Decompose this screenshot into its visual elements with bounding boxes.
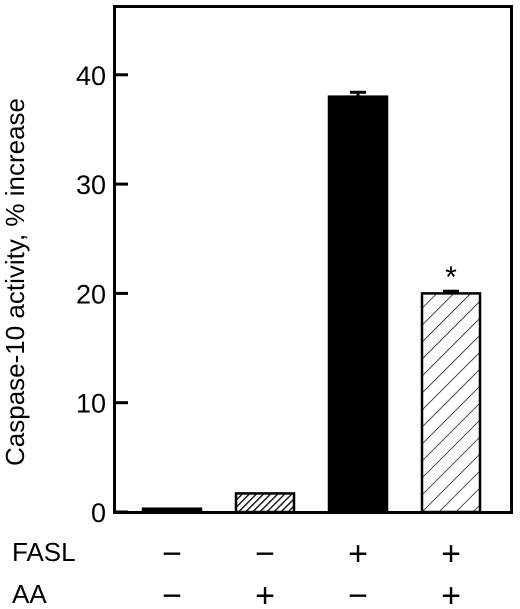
- y-ticks-group: 0 10 20 30 40: [76, 61, 128, 528]
- y-tick-label: 40: [76, 61, 106, 91]
- condition-sign: −: [162, 535, 182, 573]
- bar-2: [234, 492, 296, 514]
- plot-frame: [113, 5, 513, 514]
- condition-sign: −: [162, 577, 182, 609]
- condition-label-fasl: FASL: [12, 537, 76, 567]
- condition-rows-group: FASL − − + + AA − + − +: [12, 535, 461, 609]
- condition-sign: −: [255, 535, 275, 573]
- significance-marker: *: [445, 261, 457, 294]
- condition-label-aa: AA: [12, 579, 47, 609]
- bar-3: [327, 95, 389, 514]
- bar-4: [420, 292, 482, 514]
- y-tick-label: 20: [76, 279, 106, 309]
- y-tick-label: 0: [91, 498, 106, 528]
- condition-sign: +: [441, 535, 461, 573]
- condition-sign: +: [348, 535, 368, 573]
- annotations-group: *: [445, 261, 457, 294]
- error-bars-group: [350, 90, 459, 294]
- condition-sign: +: [255, 577, 275, 609]
- y-tick-label: 30: [76, 170, 106, 200]
- bars-group: [141, 95, 482, 514]
- y-axis-label: Caspase-10 activity, % increase: [0, 98, 30, 466]
- y-tick-label: 10: [76, 389, 106, 419]
- condition-sign: −: [348, 577, 368, 609]
- condition-sign: +: [441, 577, 461, 609]
